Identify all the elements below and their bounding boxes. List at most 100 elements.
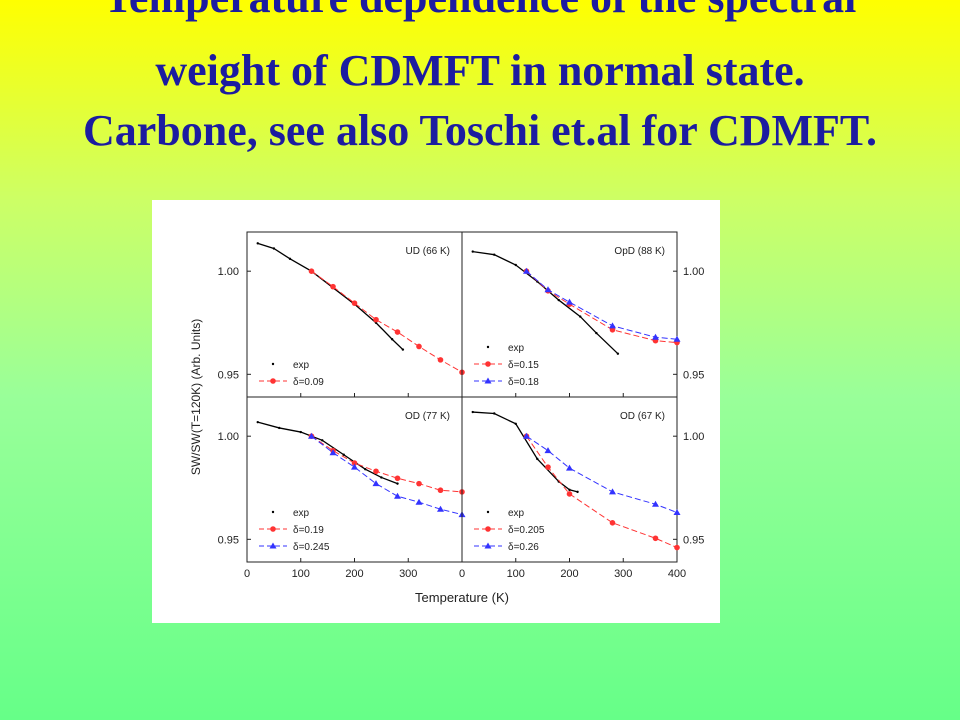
data-point — [471, 410, 474, 414]
x-tick-label: 0 — [459, 568, 465, 580]
x-tick-label: 300 — [614, 568, 632, 580]
figure: SW/SW(T=120K) (Arb. Units) Temperature (… — [152, 200, 720, 623]
data-point — [471, 250, 474, 253]
x-tick-label: 100 — [507, 568, 525, 580]
data-point — [514, 422, 517, 426]
data-point — [269, 542, 277, 549]
x-tick-label: 400 — [668, 568, 686, 580]
data-point — [308, 432, 315, 439]
data-point — [673, 509, 681, 515]
data-point — [493, 412, 496, 415]
data-point — [674, 544, 680, 551]
series-line — [311, 270, 463, 373]
x-tick-label: 200 — [345, 568, 363, 580]
data-point — [270, 526, 276, 532]
data-point — [544, 286, 552, 293]
data-point — [566, 298, 573, 305]
data-point — [351, 463, 358, 470]
legend-label: δ=0.19 — [293, 525, 324, 536]
data-point — [271, 362, 275, 366]
data-point — [416, 343, 422, 350]
data-point — [401, 348, 405, 351]
series-line — [257, 421, 398, 485]
series-line — [526, 270, 678, 340]
panel-title: OD (77 K) — [405, 411, 450, 422]
legend-label: δ=0.09 — [293, 377, 324, 388]
data-point — [652, 500, 659, 507]
data-point — [566, 491, 573, 497]
data-point — [321, 439, 324, 442]
data-point — [523, 432, 530, 439]
data-point — [545, 464, 551, 470]
legend-label: exp — [293, 360, 310, 371]
data-point — [544, 447, 552, 454]
data-point — [437, 487, 444, 494]
data-point — [568, 488, 571, 492]
data-point — [437, 505, 444, 512]
data-point — [673, 335, 681, 342]
legend-label: δ=0.205 — [508, 525, 545, 536]
x-tick-label: 100 — [292, 568, 310, 580]
legend-label: δ=0.15 — [508, 360, 539, 371]
data-point — [329, 449, 337, 456]
legend-label: δ=0.245 — [293, 542, 330, 553]
x-tick-label: 200 — [560, 568, 578, 580]
y-tick-label: 1.00 — [218, 431, 239, 443]
data-point — [437, 357, 444, 363]
data-point — [271, 510, 275, 514]
data-point — [595, 331, 598, 335]
data-point — [342, 453, 345, 456]
data-point — [372, 480, 380, 487]
slide-title: Carbone, see also Toschi et.al for CDMFT… — [83, 106, 877, 155]
data-point — [484, 377, 492, 384]
data-point — [523, 267, 530, 274]
data-point — [576, 490, 579, 494]
series-line — [311, 435, 463, 493]
y-tick-label: 1.00 — [683, 266, 704, 278]
y-tick-label: 0.95 — [683, 534, 704, 546]
panel-title: OpD (88 K) — [614, 246, 665, 257]
data-point — [330, 283, 336, 290]
data-point — [380, 476, 383, 479]
data-point — [579, 315, 582, 318]
legend-label: δ=0.18 — [508, 377, 539, 388]
data-point — [566, 464, 573, 471]
series-line — [526, 435, 678, 513]
y-tick-label: 1.00 — [683, 431, 704, 443]
data-point — [364, 467, 367, 471]
data-point — [609, 322, 616, 329]
data-point — [351, 300, 358, 306]
data-point — [390, 338, 394, 341]
panel-title: UD (66 K) — [406, 246, 450, 257]
x-tick-label: 0 — [244, 568, 250, 580]
data-point — [609, 488, 616, 495]
data-point — [373, 468, 379, 475]
legend-label: exp — [293, 508, 310, 519]
data-point — [270, 378, 276, 384]
slide-title: weight of CDMFT in normal state. — [155, 46, 804, 95]
data-point — [493, 253, 496, 256]
y-tick-label: 0.95 — [218, 534, 239, 546]
data-point — [278, 426, 281, 430]
data-point — [394, 475, 401, 482]
data-point — [308, 268, 315, 274]
data-point — [416, 480, 422, 487]
data-point — [373, 316, 379, 323]
data-point — [272, 247, 276, 250]
data-point — [288, 257, 292, 261]
data-point — [486, 510, 490, 514]
x-tick-label: 300 — [399, 568, 417, 580]
legend-label: exp — [508, 343, 525, 354]
data-point — [415, 498, 423, 505]
data-point — [484, 542, 492, 549]
panel-title: OD (67 K) — [620, 411, 665, 422]
y-tick-label: 0.95 — [218, 369, 239, 381]
data-point — [514, 263, 517, 267]
data-point — [394, 329, 401, 335]
data-point — [652, 535, 659, 542]
data-point — [652, 333, 659, 340]
legend-label: δ=0.26 — [508, 542, 539, 553]
legend-label: exp — [508, 508, 525, 519]
